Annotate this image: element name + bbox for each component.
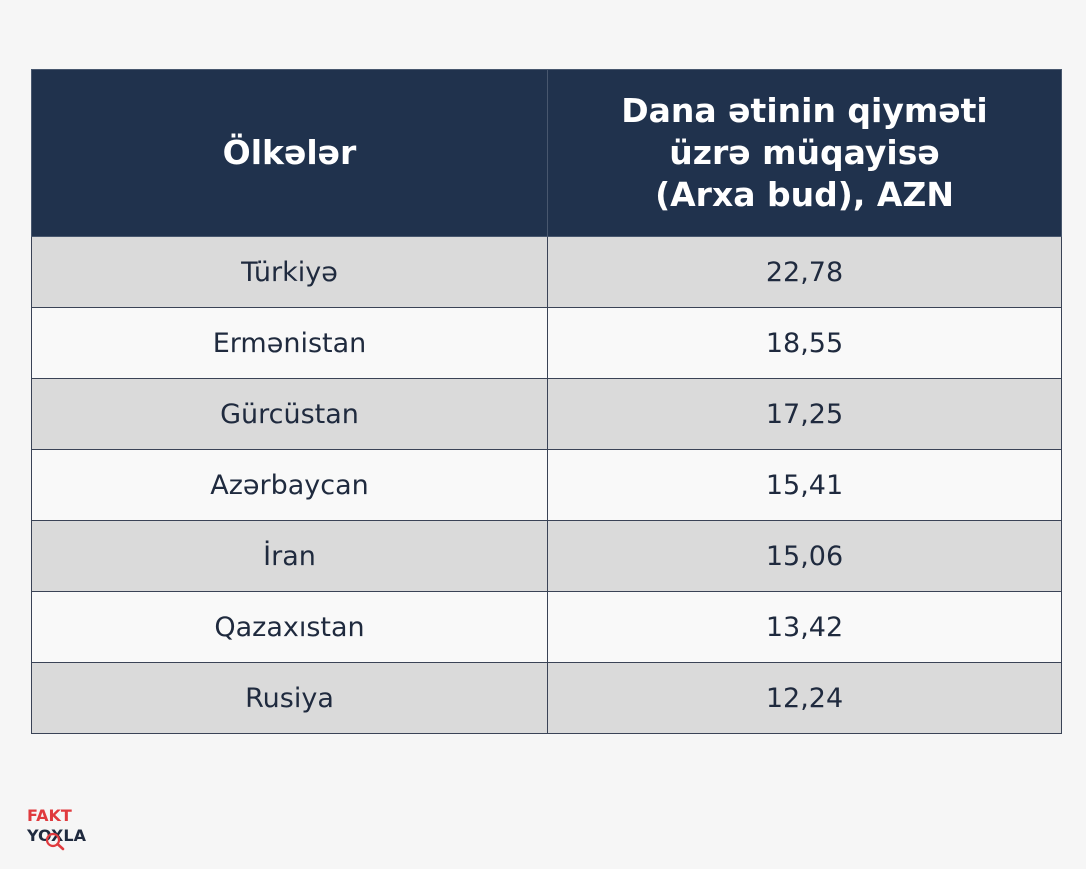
header-price-line-2: üzrə müqayisə <box>669 133 940 172</box>
header-price-line-1: Dana ətinin qiyməti <box>621 91 988 130</box>
header-price-line-3: (Arxa bud), AZN <box>655 175 954 214</box>
header-countries: Ölkələr <box>31 69 548 237</box>
table-header-row: Ölkələr Dana ətinin qiyməti üzrə müqayis… <box>31 69 1062 237</box>
table-row: Ermənistan 18,55 <box>31 307 1062 379</box>
table-row: Gürcüstan 17,25 <box>31 378 1062 450</box>
fakt-yoxla-logo: FAKT YOXLA <box>27 807 107 851</box>
country-cell: Ermənistan <box>31 307 548 379</box>
country-cell: Gürcüstan <box>31 378 548 450</box>
price-cell: 13,42 <box>547 591 1062 663</box>
price-cell: 18,55 <box>547 307 1062 379</box>
price-cell: 22,78 <box>547 236 1062 308</box>
magnifier-icon <box>45 832 65 851</box>
country-cell: Azərbaycan <box>31 449 548 521</box>
price-cell: 15,06 <box>547 520 1062 592</box>
table-row: Türkiyə 22,78 <box>31 236 1062 308</box>
price-cell: 15,41 <box>547 449 1062 521</box>
country-cell: İran <box>31 520 548 592</box>
country-cell: Rusiya <box>31 662 548 734</box>
price-cell: 12,24 <box>547 662 1062 734</box>
header-price: Dana ətinin qiyməti üzrə müqayisə (Arxa … <box>547 69 1062 237</box>
table-row: Rusiya 12,24 <box>31 662 1062 734</box>
country-cell: Türkiyə <box>31 236 548 308</box>
logo-line-1: FAKT <box>27 806 72 825</box>
price-comparison-table: Ölkələr Dana ətinin qiyməti üzrə müqayis… <box>31 69 1062 734</box>
table-row: Azərbaycan 15,41 <box>31 449 1062 521</box>
table-row: Qazaxıstan 13,42 <box>31 591 1062 663</box>
price-cell: 17,25 <box>547 378 1062 450</box>
table-row: İran 15,06 <box>31 520 1062 592</box>
country-cell: Qazaxıstan <box>31 591 548 663</box>
